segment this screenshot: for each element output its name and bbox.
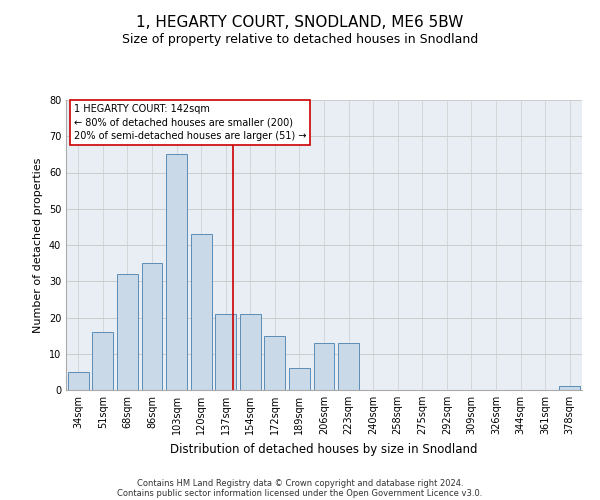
Text: 1, HEGARTY COURT, SNODLAND, ME6 5BW: 1, HEGARTY COURT, SNODLAND, ME6 5BW [136, 15, 464, 30]
Bar [289, 368, 310, 390]
Bar [166, 154, 187, 390]
Text: Size of property relative to detached houses in Snodland: Size of property relative to detached ho… [122, 32, 478, 46]
Bar [117, 274, 138, 390]
Bar [92, 332, 113, 390]
Bar [215, 314, 236, 390]
Bar [142, 263, 163, 390]
Text: Contains HM Land Registry data © Crown copyright and database right 2024.: Contains HM Land Registry data © Crown c… [137, 478, 463, 488]
Bar [314, 343, 334, 390]
Bar [240, 314, 261, 390]
Text: Contains public sector information licensed under the Open Government Licence v3: Contains public sector information licen… [118, 488, 482, 498]
Text: 1 HEGARTY COURT: 142sqm
← 80% of detached houses are smaller (200)
20% of semi-d: 1 HEGARTY COURT: 142sqm ← 80% of detache… [74, 104, 306, 141]
Bar [338, 343, 359, 390]
Y-axis label: Number of detached properties: Number of detached properties [33, 158, 43, 332]
Bar [265, 336, 286, 390]
Bar [68, 372, 89, 390]
Bar [559, 386, 580, 390]
X-axis label: Distribution of detached houses by size in Snodland: Distribution of detached houses by size … [170, 442, 478, 456]
Bar [191, 234, 212, 390]
